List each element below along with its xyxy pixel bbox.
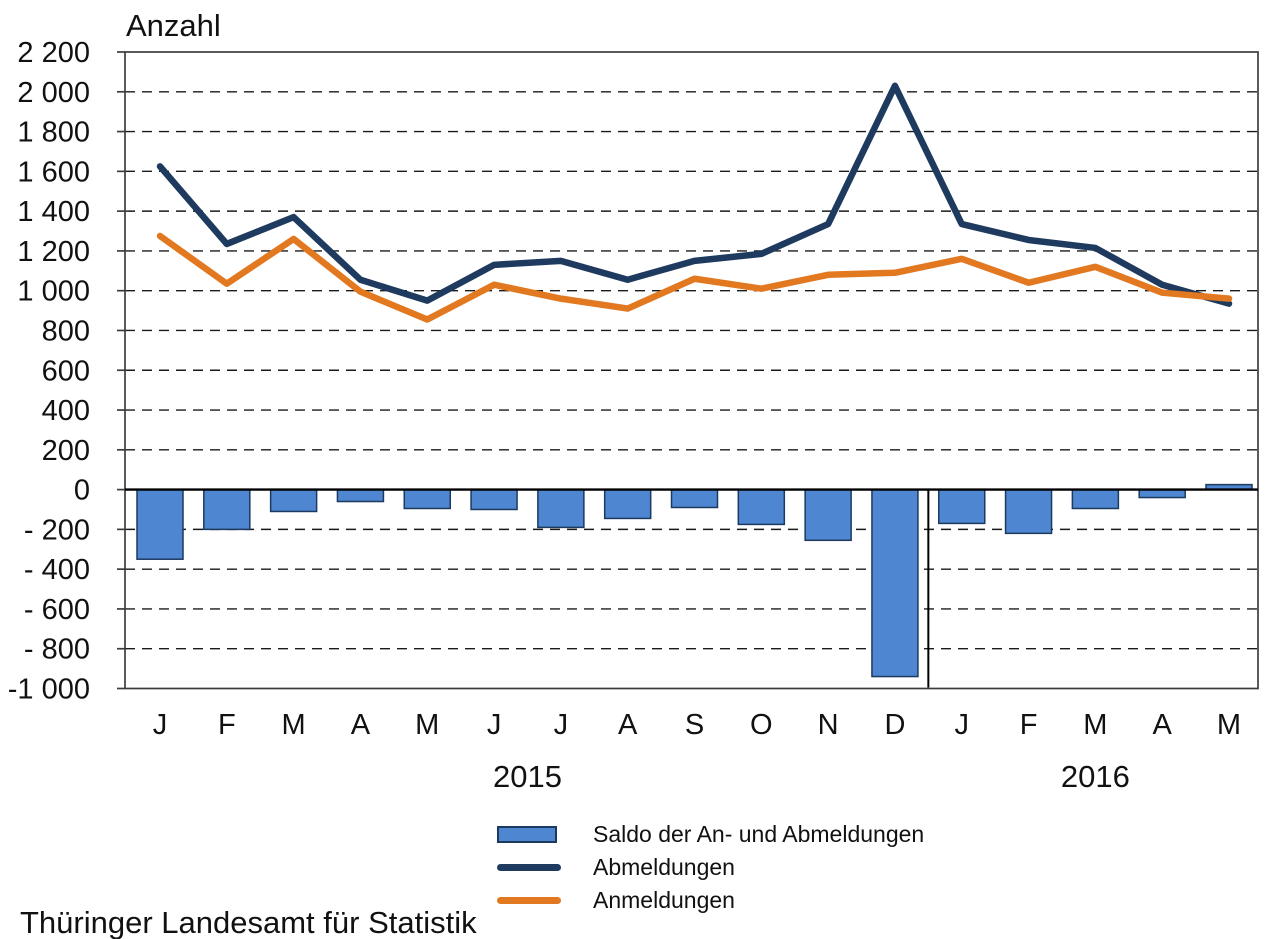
y-axis-ticks — [117, 51, 125, 690]
svg-text:2 200: 2 200 — [17, 37, 90, 69]
svg-text:400: 400 — [42, 395, 90, 427]
svg-text:1 600: 1 600 — [17, 156, 90, 188]
svg-text:1 000: 1 000 — [17, 276, 90, 308]
svg-text:-1 000: -1 000 — [8, 674, 90, 706]
svg-text:J: J — [955, 709, 970, 741]
y-axis-title: Anzahl — [126, 8, 221, 43]
legend-label-abmeldungen: Abmeldungen — [593, 854, 735, 880]
legend-item-abmeldungen: Abmeldungen — [497, 851, 924, 884]
svg-text:2016: 2016 — [1061, 759, 1130, 794]
svg-text:- 200: - 200 — [24, 514, 90, 546]
svg-text:M: M — [415, 709, 439, 741]
svg-text:M: M — [282, 709, 306, 741]
legend: Saldo der An- und Abmeldungen Abmeldunge… — [497, 818, 924, 917]
svg-text:- 600: - 600 — [24, 594, 90, 626]
svg-text:600: 600 — [42, 355, 90, 387]
anmeldungen-line — [156, 232, 1233, 323]
svg-text:N: N — [818, 709, 839, 741]
svg-text:200: 200 — [42, 435, 90, 467]
svg-text:J: J — [487, 709, 502, 741]
svg-text:0: 0 — [74, 475, 90, 507]
svg-text:M: M — [1217, 709, 1241, 741]
svg-text:A: A — [1153, 709, 1173, 741]
legend-swatch-abmeldungen-line — [497, 864, 561, 871]
legend-item-saldo: Saldo der An- und Abmeldungen — [497, 818, 924, 851]
legend-label-saldo: Saldo der An- und Abmeldungen — [593, 821, 925, 847]
legend-label-anmeldungen: Anmeldungen — [593, 887, 735, 913]
plot-frame — [124, 51, 1259, 690]
y-axis-labels: 2 200 2 000 1 800 1 600 1 400 1 200 1 000 800 60… — [8, 37, 90, 706]
legend-item-anmeldungen: Anmeldungen — [497, 884, 924, 917]
svg-text:J: J — [153, 709, 168, 741]
svg-text:O: O — [750, 709, 773, 741]
legend-swatch-saldo-bar — [497, 826, 557, 843]
x-axis-year-labels: 2015 2016 — [493, 759, 1130, 794]
svg-text:- 400: - 400 — [24, 554, 90, 586]
abmeldungen-line — [156, 82, 1233, 307]
source-attribution: Thüringer Landesamt für Statistik — [20, 905, 477, 939]
svg-text:1 400: 1 400 — [17, 196, 90, 228]
svg-text:F: F — [218, 709, 236, 741]
svg-text:F: F — [1020, 709, 1038, 741]
legend-swatch-anmeldungen-line — [497, 897, 561, 904]
svg-text:1 200: 1 200 — [17, 236, 90, 268]
gridlines — [125, 91, 1258, 650]
svg-text:1 800: 1 800 — [17, 117, 90, 149]
svg-text:S: S — [685, 709, 704, 741]
svg-text:800: 800 — [42, 315, 90, 347]
svg-text:A: A — [618, 709, 638, 741]
svg-text:M: M — [1083, 709, 1107, 741]
svg-text:J: J — [554, 709, 569, 741]
svg-text:A: A — [351, 709, 371, 741]
svg-text:- 800: - 800 — [24, 634, 90, 666]
svg-text:2 000: 2 000 — [17, 77, 90, 109]
saldo-bars — [136, 483, 1253, 678]
svg-text:D: D — [884, 709, 905, 741]
svg-text:2015: 2015 — [493, 759, 562, 794]
